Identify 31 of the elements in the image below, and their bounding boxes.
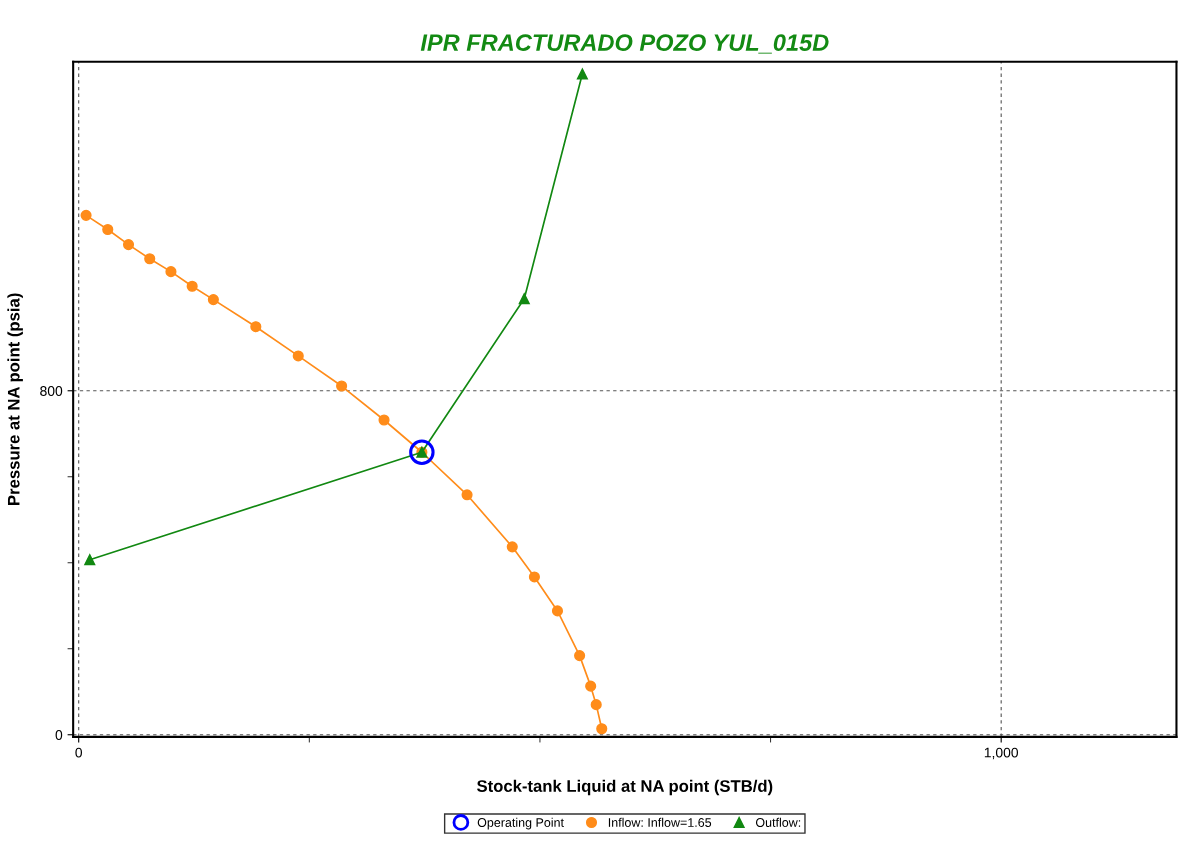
point (165, 266, 177, 278)
point (576, 68, 588, 80)
point (506, 541, 518, 553)
point (409, 439, 435, 465)
point (596, 723, 608, 735)
y-tick-label: 800 (40, 386, 63, 396)
point (551, 605, 564, 617)
point (207, 294, 219, 306)
point (80, 209, 92, 221)
point (585, 680, 597, 692)
legend-label: Outflow: (755, 817, 801, 827)
x-axis-title: Stock-tank Liquid at NA point (STB/d) (477, 779, 773, 796)
point (378, 414, 390, 426)
chart-title: IPR FRACTURADO POZO YUL_015D (420, 34, 829, 54)
y-axis-title: Pressure at NA point (psia) (7, 293, 23, 505)
point (122, 239, 135, 251)
point (528, 571, 540, 583)
point (574, 650, 586, 662)
point (292, 350, 304, 362)
point (336, 380, 348, 392)
point (144, 253, 156, 265)
point (250, 321, 262, 333)
point (518, 293, 530, 305)
point (102, 223, 114, 236)
point (84, 554, 96, 566)
legend-label: Operating Point (477, 817, 564, 830)
point (461, 489, 473, 501)
point (186, 280, 198, 292)
point (590, 699, 602, 711)
x-tick-label: 1,000 (984, 747, 1019, 760)
legend-label: Inflow: Inflow=1.65 (608, 817, 712, 827)
